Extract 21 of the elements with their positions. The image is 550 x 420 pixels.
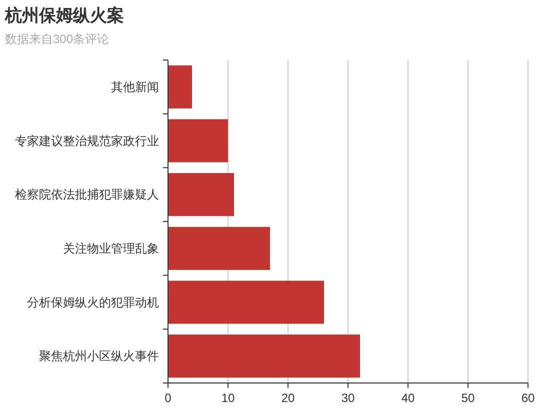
y-tick-label: 检察院依法批捕犯罪嫌疑人 xyxy=(15,188,159,202)
bar xyxy=(168,334,360,378)
y-tick-label: 其他新闻 xyxy=(111,80,159,94)
bar xyxy=(168,173,234,216)
x-tick-label: 40 xyxy=(401,391,415,405)
chart-title: 杭州保姆纵火案 xyxy=(4,5,124,25)
x-tick-label: 0 xyxy=(164,391,172,405)
x-tick-label: 10 xyxy=(221,391,235,405)
y-tick-label: 关注物业管理乱象 xyxy=(63,241,159,256)
bar xyxy=(168,226,270,270)
y-tick-label: 分析保姆纵火的犯罪动机 xyxy=(27,295,159,310)
y-tick-label: 聚焦杭州小区纵火事件 xyxy=(39,349,159,364)
x-tick-label: 30 xyxy=(341,391,355,405)
text: 数据来自300条评论 xyxy=(5,32,110,46)
y-tick-label: 专家建议整治规范家政行业 xyxy=(15,134,159,148)
x-tick-label: 50 xyxy=(461,391,475,405)
x-tick-label: 20 xyxy=(281,391,295,405)
bar xyxy=(168,119,228,162)
x-tick-label: 60 xyxy=(521,391,535,405)
bar xyxy=(168,65,192,108)
bar xyxy=(168,280,324,324)
